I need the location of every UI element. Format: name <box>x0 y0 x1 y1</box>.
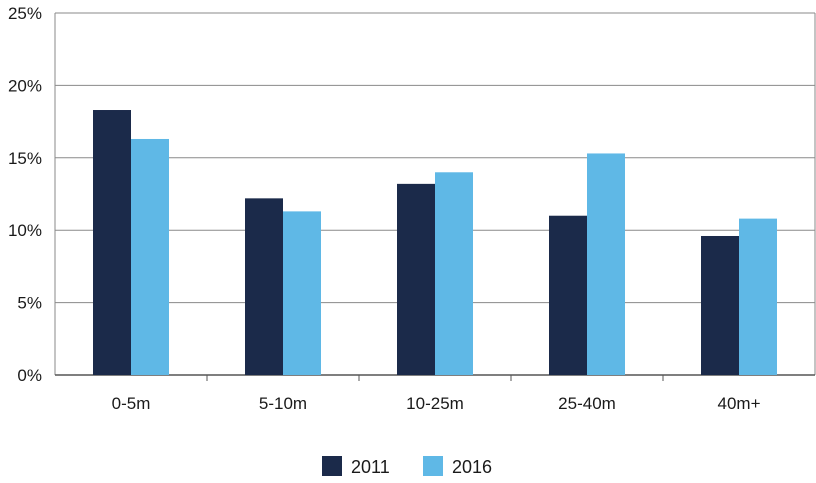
bar-2011-5-10m <box>245 198 283 375</box>
x-category-label: 40m+ <box>718 394 761 413</box>
bar-2016-5-10m <box>283 211 321 375</box>
y-tick-label: 0% <box>17 366 42 385</box>
legend-label-2016: 2016 <box>452 457 492 477</box>
y-tick-label: 25% <box>8 4 42 23</box>
bars <box>93 110 777 376</box>
legend: 2011 2016 <box>322 456 492 477</box>
y-tick-label: 5% <box>17 294 42 313</box>
y-tick-label: 10% <box>8 221 42 240</box>
x-category-label: 10-25m <box>406 394 464 413</box>
bar-2011-10-25m <box>397 183 435 375</box>
x-category-label: 25-40m <box>558 394 616 413</box>
y-tick-label: 20% <box>8 76 42 95</box>
bar-2016-25-40m <box>587 153 625 375</box>
grid-lines <box>55 12 815 304</box>
y-tick-label: 15% <box>8 149 42 168</box>
bar-2016-0-5m <box>131 138 169 375</box>
bar-2011-40m+ <box>701 235 739 375</box>
bar-2011-0-5m <box>93 110 131 376</box>
x-category-label: 0-5m <box>112 394 151 413</box>
bar-2011-25-40m <box>549 215 587 375</box>
axis-labels: 0% 5% 10% 15% 20% 25% 0-5m 5-10m 10-25m 25-40m 40m… <box>8 4 761 413</box>
x-category-label: 5-10m <box>259 394 307 413</box>
legend-swatch-2016 <box>423 456 443 476</box>
bar-2016-10-25m <box>435 172 473 375</box>
legend-label-2011: 2011 <box>351 457 390 477</box>
legend-swatch-2011 <box>322 456 342 476</box>
bar-2016-40m+ <box>739 218 777 375</box>
